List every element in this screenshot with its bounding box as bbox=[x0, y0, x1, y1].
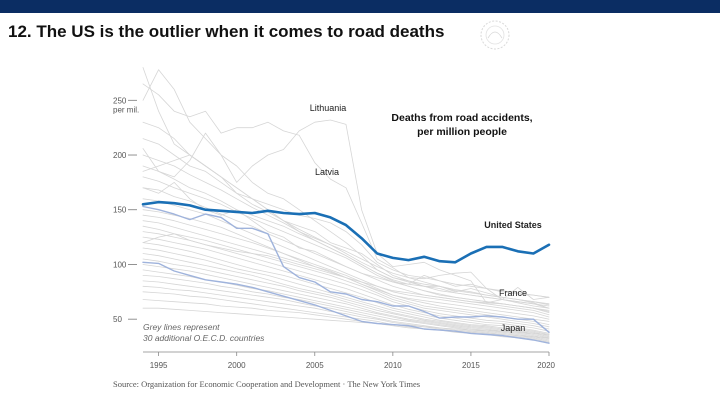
series-line-grey-32 bbox=[142, 181, 550, 298]
series-line-united-states bbox=[141, 200, 551, 264]
series-line-grey-13 bbox=[142, 198, 550, 318]
label-japan: Japan bbox=[501, 323, 526, 333]
series-line-grey-20 bbox=[142, 242, 550, 334]
series-line-grey-33 bbox=[142, 154, 550, 298]
chart-title-line1: Deaths from road accidents, bbox=[391, 112, 532, 124]
series-line-grey-24 bbox=[142, 264, 550, 339]
label-latvia: Latvia bbox=[315, 167, 339, 177]
nyt-logo-icon bbox=[480, 20, 510, 50]
slide-title: 12. The US is the outlier when it comes … bbox=[8, 22, 445, 41]
series-line-grey-8 bbox=[142, 138, 550, 309]
x-tick-label: 1995 bbox=[150, 361, 168, 370]
x-tick-label: 2015 bbox=[462, 361, 480, 370]
grey-lines-note-line1: Grey lines represent bbox=[143, 322, 220, 332]
x-tick-label: 2010 bbox=[384, 361, 402, 370]
series-line-grey-11 bbox=[142, 176, 550, 314]
series-line-grey-26 bbox=[142, 274, 550, 341]
us-line-group bbox=[141, 200, 551, 264]
grey-lines-group bbox=[142, 67, 550, 344]
header-bar bbox=[0, 0, 720, 13]
series-line-france bbox=[142, 205, 550, 333]
grey-lines-note-line2: 30 additional O.E.C.D. countries bbox=[143, 333, 265, 343]
series-line-grey-31 bbox=[142, 307, 550, 335]
series-line-grey-22 bbox=[142, 253, 550, 337]
highlight-lines-group bbox=[142, 205, 550, 344]
source-note: Source: Organization for Economic Cooper… bbox=[113, 379, 421, 389]
series-line-japan bbox=[142, 261, 550, 344]
series-line-grey-9 bbox=[142, 154, 550, 306]
y-tick-label: 200 bbox=[113, 151, 127, 160]
label-france: France bbox=[499, 288, 527, 298]
y-tick-label: 50 bbox=[113, 315, 122, 324]
label-lithuania: Lithuania bbox=[310, 103, 347, 113]
chart-title-line2: per million people bbox=[417, 126, 507, 138]
series-line-lithuania bbox=[142, 119, 550, 309]
series-line-grey-34 bbox=[142, 233, 550, 311]
series-line-latvia bbox=[142, 83, 550, 300]
series-line-grey-21 bbox=[142, 247, 550, 335]
series-line-grey-15 bbox=[142, 214, 550, 322]
x-tick-label: 2000 bbox=[228, 361, 246, 370]
series-line-grey-19 bbox=[142, 236, 550, 332]
x-axis: 1995 2000 2005 2010 2015 2020 bbox=[143, 351, 556, 370]
x-tick-label: 2005 bbox=[306, 361, 324, 370]
series-line-grey-30 bbox=[142, 299, 550, 339]
series-line-grey-23 bbox=[142, 258, 550, 338]
label-united-states: United States bbox=[484, 220, 542, 230]
y-tick-label: 250 bbox=[113, 96, 127, 105]
x-tick-label: 2020 bbox=[537, 361, 555, 370]
y-unit-label: per mil. bbox=[113, 105, 139, 114]
y-tick-label: 150 bbox=[113, 206, 127, 215]
series-line-grey-27 bbox=[142, 280, 550, 342]
y-tick-label: 100 bbox=[113, 260, 127, 269]
